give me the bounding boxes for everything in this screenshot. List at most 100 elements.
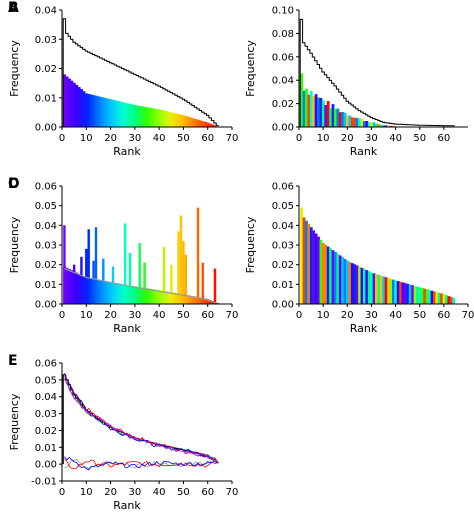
- bar: [362, 120, 366, 127]
- bar: [114, 283, 118, 304]
- bar: [63, 74, 67, 127]
- y-tick-label: 0.03: [35, 35, 57, 46]
- bar: [138, 105, 142, 127]
- bar: [360, 267, 364, 304]
- y-tick-label: 0.10: [272, 6, 294, 17]
- bar: [145, 288, 149, 304]
- bar: [329, 107, 332, 127]
- bar: [346, 115, 349, 127]
- x-tick-label: 10: [317, 310, 330, 321]
- bar: [309, 227, 313, 304]
- x-tick-label: 30: [128, 133, 141, 144]
- bar: [182, 115, 186, 127]
- bar: [326, 246, 330, 304]
- x-tick-label: 40: [389, 133, 402, 144]
- bar: [401, 282, 405, 304]
- bar: [324, 105, 328, 127]
- bar: [155, 109, 159, 127]
- bar: [387, 125, 390, 127]
- y-tick-label: 0.02: [35, 426, 57, 437]
- bar: [208, 123, 212, 127]
- bar: [148, 107, 152, 127]
- x-tick-label: 0: [59, 133, 65, 144]
- bar: [177, 114, 181, 127]
- bar: [136, 105, 139, 127]
- bar: [365, 270, 369, 304]
- bar: [116, 283, 120, 304]
- bar: [408, 284, 412, 304]
- x-axis-label: Rank: [350, 145, 378, 158]
- bar: [194, 118, 198, 127]
- panel-letter: C: [8, 176, 18, 192]
- bar: [121, 284, 125, 304]
- bar: [362, 268, 366, 304]
- spike-bar: [123, 223, 127, 304]
- bar: [99, 96, 103, 127]
- bar: [435, 292, 439, 304]
- y-tick-label: 0.06: [35, 359, 57, 370]
- bar: [104, 281, 108, 304]
- series-line: [64, 379, 218, 462]
- bar: [72, 82, 76, 127]
- bar: [136, 286, 139, 304]
- y-tick-label: 0.06: [35, 182, 57, 193]
- spike-bar: [143, 262, 146, 304]
- series-line: [64, 376, 218, 463]
- bar: [319, 239, 323, 304]
- bar: [65, 267, 69, 304]
- y-axis-label: Frequency: [8, 40, 21, 97]
- x-tick-label: 70: [226, 487, 239, 498]
- bar: [119, 283, 122, 304]
- y-tick-label: 0.00: [35, 300, 57, 311]
- bar: [123, 102, 127, 127]
- panel-letter: D: [8, 176, 20, 192]
- bar: [131, 285, 135, 304]
- bar: [167, 111, 171, 127]
- bar: [187, 116, 190, 127]
- bar: [358, 118, 361, 127]
- bar: [348, 115, 352, 127]
- bar: [312, 95, 316, 127]
- x-tick-label: 50: [177, 310, 190, 321]
- bar: [300, 207, 304, 304]
- bar: [442, 294, 446, 304]
- x-tick-label: 70: [226, 310, 239, 321]
- panel-letter: A: [8, 0, 19, 16]
- bar: [77, 87, 81, 127]
- bar: [317, 97, 320, 127]
- bar: [85, 93, 88, 127]
- y-axis-label: Frequency: [244, 216, 257, 273]
- x-tick-label: 30: [365, 133, 378, 144]
- x-tick-label: 30: [365, 310, 378, 321]
- bar: [449, 297, 453, 304]
- bar: [305, 220, 308, 304]
- bar: [82, 276, 86, 304]
- bar: [199, 297, 203, 304]
- bar: [65, 76, 69, 127]
- bar: [326, 101, 330, 127]
- bar: [399, 281, 403, 304]
- x-tick-label: 40: [153, 487, 166, 498]
- x-tick-label: 60: [437, 133, 450, 144]
- bar: [452, 298, 456, 304]
- bar: [111, 99, 115, 127]
- x-tick-label: 30: [128, 310, 141, 321]
- x-tick-label: 60: [201, 487, 214, 498]
- y-tick-label: 0.05: [272, 201, 294, 212]
- y-tick-label: 0.08: [272, 29, 294, 40]
- y-tick-label: 0.05: [35, 375, 57, 386]
- bar: [307, 224, 311, 304]
- x-tick-label: 20: [104, 310, 117, 321]
- y-tick-label: 0.01: [272, 280, 294, 291]
- bar: [302, 90, 306, 127]
- bar: [184, 116, 188, 127]
- bar: [162, 110, 166, 127]
- bar: [379, 275, 383, 304]
- bar: [191, 118, 195, 127]
- bar: [341, 112, 345, 127]
- x-tick-label: 10: [80, 133, 93, 144]
- spike-bar: [162, 246, 166, 304]
- bar: [300, 73, 304, 127]
- bar: [191, 296, 195, 304]
- bar: [201, 121, 205, 127]
